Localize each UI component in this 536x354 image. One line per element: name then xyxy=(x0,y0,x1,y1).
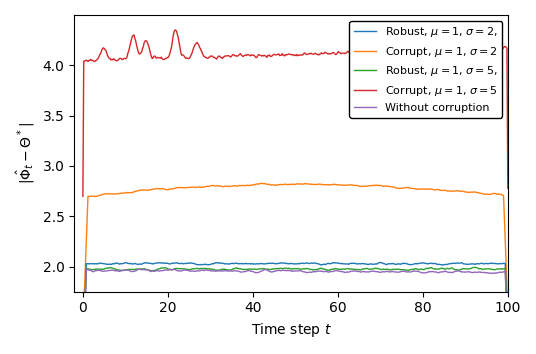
Corrupt, $\mu=1$, $\sigma=5$ xyxy=(429,50,435,54)
Corrupt, $\mu=1$, $\sigma=2$ xyxy=(429,187,435,191)
Corrupt, $\mu=1$, $\sigma=5$ xyxy=(80,194,86,199)
Robust, $\mu=1$, $\sigma=2$, xyxy=(281,261,288,265)
Robust, $\mu=1$, $\sigma=2$, xyxy=(284,262,291,266)
Corrupt, $\mu=1$, $\sigma=2$ xyxy=(258,181,265,185)
Line: Corrupt, $\mu=1$, $\sigma=2$: Corrupt, $\mu=1$, $\sigma=2$ xyxy=(83,183,508,332)
Line: Without corruption: Without corruption xyxy=(83,269,508,354)
Corrupt, $\mu=1$, $\sigma=2$ xyxy=(333,183,340,187)
Robust, $\mu=1$, $\sigma=2$, xyxy=(332,261,339,265)
Without corruption xyxy=(504,343,511,347)
Robust, $\mu=1$, $\sigma=5$, xyxy=(281,266,288,270)
Robust, $\mu=1$, $\sigma=5$, xyxy=(332,266,339,270)
Robust, $\mu=1$, $\sigma=2$, xyxy=(429,261,435,266)
Corrupt, $\mu=1$, $\sigma=5$ xyxy=(173,28,179,32)
Robust, $\mu=1$, $\sigma=2$, xyxy=(310,261,316,266)
Line: Corrupt, $\mu=1$, $\sigma=5$: Corrupt, $\mu=1$, $\sigma=5$ xyxy=(83,30,508,196)
Without corruption xyxy=(429,269,435,274)
Robust, $\mu=1$, $\sigma=5$, xyxy=(472,265,479,269)
Line: Robust, $\mu=1$, $\sigma=2$,: Robust, $\mu=1$, $\sigma=2$, xyxy=(83,262,508,354)
Corrupt, $\mu=1$, $\sigma=5$ xyxy=(333,52,340,56)
Without corruption xyxy=(136,267,142,272)
Corrupt, $\mu=1$, $\sigma=2$ xyxy=(310,182,317,187)
Robust, $\mu=1$, $\sigma=2$, xyxy=(504,338,511,342)
X-axis label: Time step $t$: Time step $t$ xyxy=(250,321,332,339)
Corrupt, $\mu=1$, $\sigma=2$ xyxy=(80,330,86,334)
Corrupt, $\mu=1$, $\sigma=2$ xyxy=(282,182,289,186)
Robust, $\mu=1$, $\sigma=2$, xyxy=(495,262,502,266)
Corrupt, $\mu=1$, $\sigma=5$ xyxy=(495,46,502,50)
Corrupt, $\mu=1$, $\sigma=5$ xyxy=(285,52,292,56)
Corrupt, $\mu=1$, $\sigma=5$ xyxy=(504,186,511,190)
Robust, $\mu=1$, $\sigma=5$, xyxy=(504,341,511,345)
Robust, $\mu=1$, $\sigma=5$, xyxy=(428,266,434,270)
Without corruption xyxy=(495,270,502,275)
Y-axis label: $|\hat{\Phi}_t - \Theta^*|$: $|\hat{\Phi}_t - \Theta^*|$ xyxy=(15,122,37,184)
Corrupt, $\mu=1$, $\sigma=2$ xyxy=(504,307,511,312)
Corrupt, $\mu=1$, $\sigma=2$ xyxy=(285,183,292,187)
Without corruption xyxy=(333,269,340,273)
Legend: Robust, $\mu=1$, $\sigma=2$,, Corrupt, $\mu=1$, $\sigma=2$, Robust, $\mu=1$, $\s: Robust, $\mu=1$, $\sigma=2$,, Corrupt, $… xyxy=(349,21,502,118)
Without corruption xyxy=(310,269,317,274)
Without corruption xyxy=(285,268,292,273)
Without corruption xyxy=(282,268,289,273)
Corrupt, $\mu=1$, $\sigma=5$ xyxy=(282,52,289,57)
Corrupt, $\mu=1$, $\sigma=2$ xyxy=(495,192,502,196)
Corrupt, $\mu=1$, $\sigma=5$ xyxy=(310,52,317,56)
Robust, $\mu=1$, $\sigma=5$, xyxy=(310,268,316,272)
Robust, $\mu=1$, $\sigma=5$, xyxy=(284,266,291,270)
Robust, $\mu=1$, $\sigma=5$, xyxy=(495,267,502,271)
Robust, $\mu=1$, $\sigma=2$, xyxy=(377,260,383,264)
Line: Robust, $\mu=1$, $\sigma=5$,: Robust, $\mu=1$, $\sigma=5$, xyxy=(83,267,508,354)
